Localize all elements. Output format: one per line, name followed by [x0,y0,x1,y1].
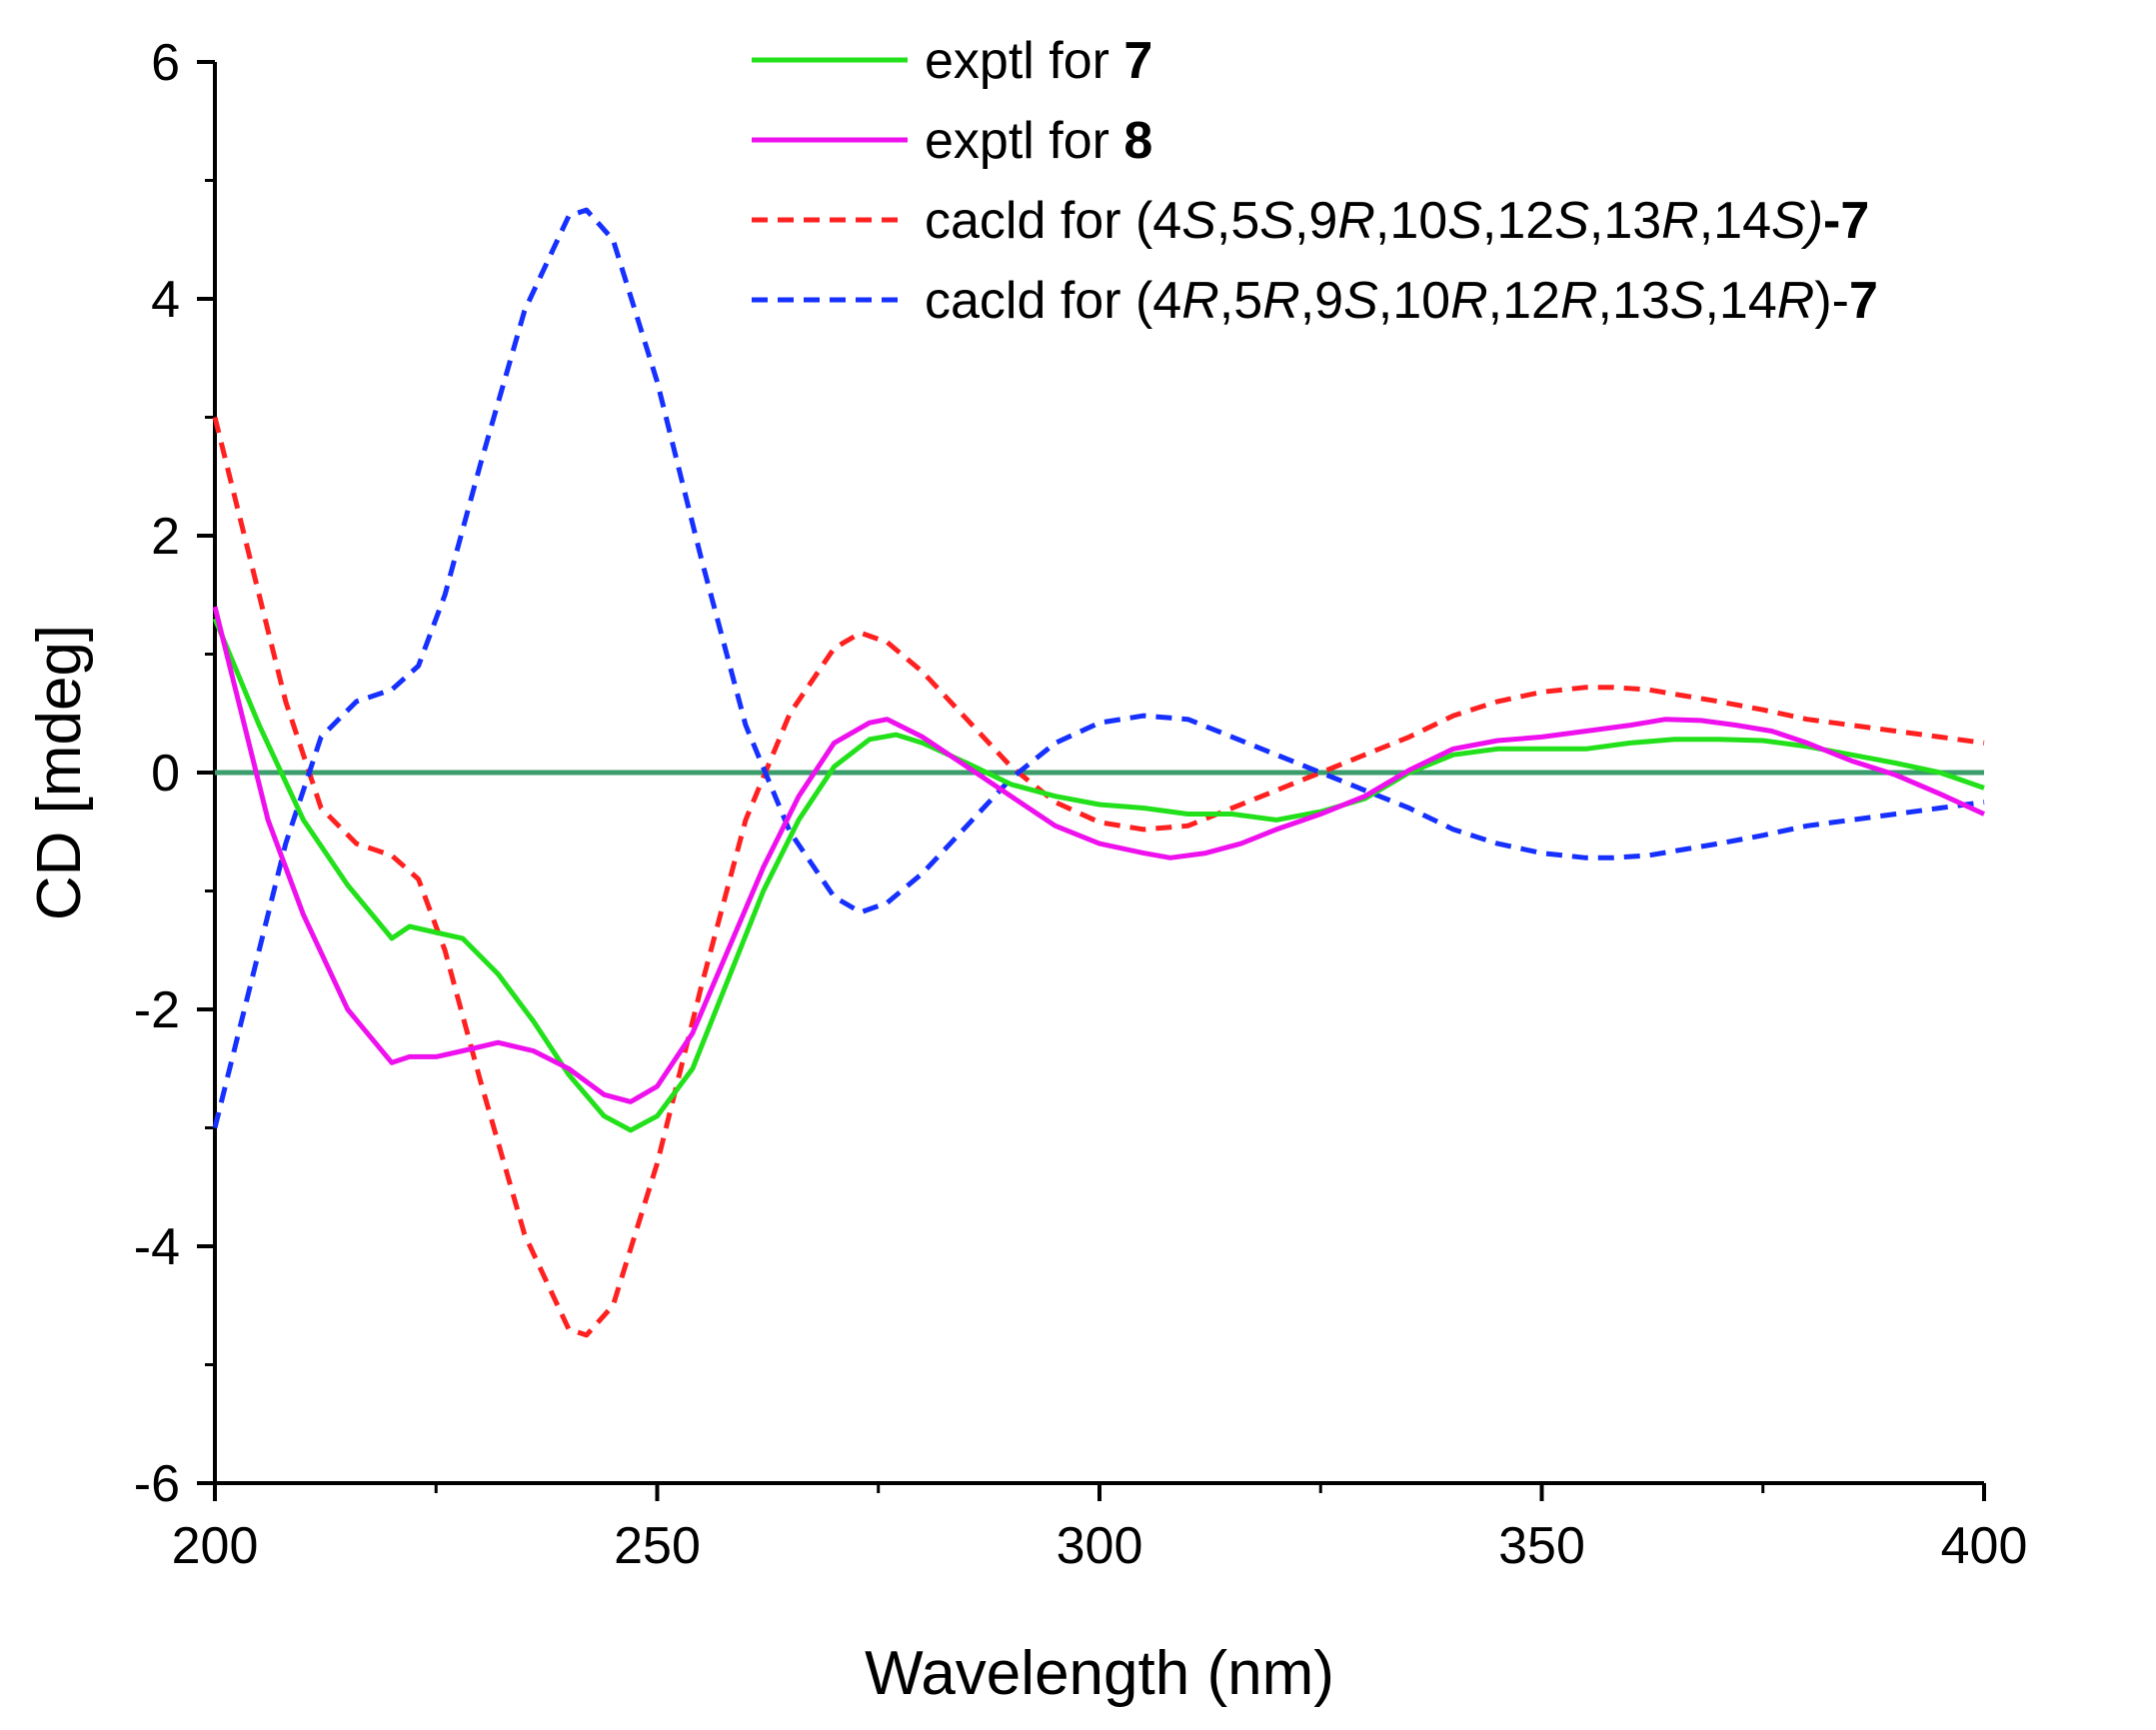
series-line-calcdS [212,416,1985,1338]
x-ticks: 200 250 300 350 400 [172,1483,2028,1575]
series-line-exptl7 [212,618,1985,1133]
y-tick-label: 4 [151,271,180,329]
y-tick-label: -4 [134,1218,180,1276]
x-tick-label: 300 [1057,1517,1143,1575]
legend: exptl for 7 exptl for 8 cacld for (4S,5S,9… [752,32,1878,330]
plot-area [212,207,1986,1338]
legend-label-calcdR: cacld for (4R,5R,9S,10R,12R,13S,14R)-7 [925,272,1878,330]
y-ticks: 6 4 2 0 -2 -4 -6 [134,34,215,1513]
x-axis-title: Wavelength (nm) [865,1639,1334,1708]
y-axis-title: CD [mdeg] [25,625,94,920]
x-tick-label: 350 [1498,1517,1585,1575]
y-tick-label: 0 [151,745,180,803]
series-line-calcdR [212,207,1985,1129]
y-tick-label: 6 [151,34,180,92]
y-tick-label: -6 [134,1455,180,1513]
x-tick-label: 200 [172,1517,259,1575]
y-tick-label: 2 [151,508,180,566]
y-tick-label: -2 [134,981,180,1039]
legend-label-exptl8: exptl for 8 [925,112,1152,170]
x-tick-label: 400 [1941,1517,2028,1575]
legend-label-exptl7: exptl for 7 [925,32,1152,90]
x-tick-label: 250 [614,1517,701,1575]
legend-label-calcdS: cacld for (4S,5S,9R,10S,12S,13R,14S)-7 [925,192,1869,250]
series-line-exptl8 [212,606,1986,1104]
